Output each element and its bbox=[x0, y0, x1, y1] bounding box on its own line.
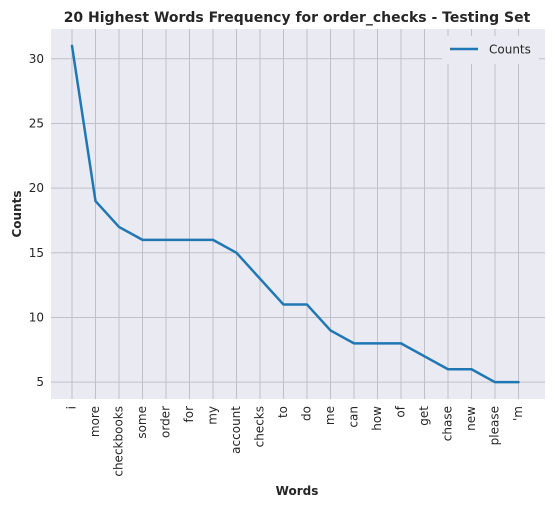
x-tick-label: checks bbox=[253, 406, 267, 447]
legend: Counts bbox=[442, 36, 539, 64]
x-tick-label: checkbooks bbox=[112, 406, 126, 477]
x-tick-label: to bbox=[276, 406, 290, 418]
y-axis-label: Counts bbox=[10, 190, 24, 237]
plot-area bbox=[51, 29, 545, 399]
x-tick-label: can bbox=[347, 406, 361, 428]
grid bbox=[51, 29, 545, 399]
y-tick-label: 5 bbox=[36, 375, 44, 389]
x-tick-label: new bbox=[464, 406, 478, 431]
x-tick-label: chase bbox=[441, 406, 455, 441]
legend-label-counts: Counts bbox=[489, 43, 531, 57]
x-tick-labels: i more checkbooks some order for my account chec… bbox=[65, 405, 526, 476]
x-tick-label: of bbox=[394, 405, 408, 417]
y-tick-label: 10 bbox=[29, 310, 44, 324]
y-tick-label: 15 bbox=[29, 246, 44, 260]
y-tick-labels: 5 10 15 20 25 30 bbox=[29, 52, 44, 389]
x-tick-label: get bbox=[417, 406, 431, 426]
x-tick-label: do bbox=[300, 406, 314, 421]
y-tick-label: 25 bbox=[29, 116, 44, 130]
series-line bbox=[70, 44, 520, 384]
x-tick-label: i bbox=[65, 406, 79, 409]
chart-title: 20 Highest Words Frequency for order_che… bbox=[64, 10, 531, 26]
x-axis-label: Words bbox=[276, 484, 319, 498]
y-tick-label: 20 bbox=[29, 181, 44, 195]
x-tick-label: account bbox=[229, 406, 243, 454]
x-tick-label: me bbox=[323, 406, 337, 425]
x-tick-label: my bbox=[206, 406, 220, 425]
x-tick-label: 'm bbox=[511, 406, 525, 421]
y-tick-label: 30 bbox=[29, 52, 44, 66]
x-tick-label: how bbox=[370, 406, 384, 431]
x-tick-label: some bbox=[135, 406, 149, 439]
x-tick-label: please bbox=[488, 406, 502, 445]
x-tick-label: more bbox=[88, 406, 102, 437]
x-tick-label: for bbox=[182, 406, 196, 423]
series-lines bbox=[70, 44, 520, 384]
x-tick-label: order bbox=[159, 406, 173, 438]
